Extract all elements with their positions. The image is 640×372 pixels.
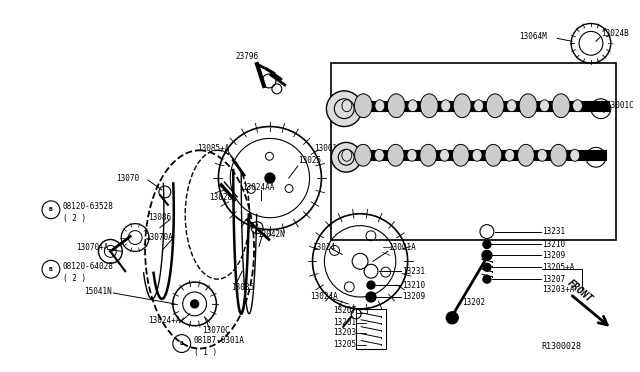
Text: 13231: 13231 [543, 227, 566, 236]
Bar [356, 309, 386, 349]
Text: FRONT: FRONT [565, 278, 594, 304]
Bar [332, 63, 616, 240]
Text: 13024B: 13024B [601, 29, 628, 38]
Circle shape [332, 142, 361, 172]
Ellipse shape [550, 144, 567, 166]
Text: 13203: 13203 [333, 328, 356, 337]
Text: 13064M: 13064M [518, 32, 547, 41]
Ellipse shape [486, 94, 504, 118]
Text: 13020S: 13020S [332, 108, 359, 117]
Circle shape [482, 250, 492, 260]
Text: 13070C: 13070C [202, 326, 230, 335]
Ellipse shape [453, 94, 471, 118]
Text: 081B7-0301A: 081B7-0301A [194, 336, 244, 345]
Circle shape [265, 173, 275, 183]
Ellipse shape [485, 144, 502, 166]
Text: 13202: 13202 [462, 298, 485, 307]
Ellipse shape [507, 100, 516, 112]
Text: 13209: 13209 [543, 251, 566, 260]
Ellipse shape [540, 100, 550, 112]
Ellipse shape [570, 149, 580, 161]
Ellipse shape [441, 100, 451, 112]
Circle shape [366, 292, 376, 302]
Ellipse shape [375, 100, 385, 112]
Text: 13028: 13028 [209, 193, 232, 202]
Text: 08120-64028: 08120-64028 [63, 262, 114, 271]
Text: 13085+A: 13085+A [198, 144, 230, 153]
Text: B: B [180, 341, 184, 346]
Ellipse shape [452, 144, 469, 166]
Text: 13205: 13205 [333, 340, 356, 349]
Text: ( 1 ): ( 1 ) [194, 348, 217, 357]
Text: B: B [49, 207, 53, 212]
Text: 13025: 13025 [298, 156, 321, 165]
Ellipse shape [505, 149, 515, 161]
Circle shape [326, 91, 362, 126]
Text: 13024A: 13024A [310, 292, 339, 301]
Text: 13207: 13207 [543, 275, 566, 283]
Ellipse shape [440, 149, 449, 161]
Ellipse shape [472, 149, 482, 161]
Ellipse shape [420, 94, 438, 118]
Text: 13070: 13070 [116, 174, 140, 183]
Circle shape [446, 312, 458, 324]
Text: 13086: 13086 [148, 213, 171, 222]
Ellipse shape [552, 94, 570, 118]
Ellipse shape [519, 94, 537, 118]
Ellipse shape [342, 149, 352, 161]
Ellipse shape [474, 100, 484, 112]
Text: ( 2 ): ( 2 ) [63, 274, 86, 283]
Text: 13024AA: 13024AA [242, 183, 275, 192]
Text: 13203+A: 13203+A [543, 285, 575, 294]
Text: 15041N: 15041N [84, 286, 111, 295]
Ellipse shape [407, 149, 417, 161]
Text: 13001A: 13001A [388, 243, 415, 252]
Ellipse shape [387, 94, 405, 118]
Text: 13024+A: 13024+A [148, 316, 180, 325]
Ellipse shape [374, 149, 384, 161]
Text: R1300028: R1300028 [541, 342, 581, 351]
Ellipse shape [342, 100, 352, 112]
Text: 23796: 23796 [236, 52, 259, 61]
Text: 13205+A: 13205+A [543, 263, 575, 272]
Text: 13001C: 13001C [606, 101, 634, 110]
Text: 13024: 13024 [312, 243, 335, 252]
Circle shape [367, 281, 375, 289]
Text: 13210: 13210 [402, 280, 425, 289]
Circle shape [483, 241, 491, 248]
Text: 13042N: 13042N [257, 230, 285, 239]
Circle shape [483, 263, 491, 271]
Text: B: B [49, 267, 53, 272]
Text: 13070+A: 13070+A [76, 243, 108, 252]
Ellipse shape [408, 100, 418, 112]
Text: ( 2 ): ( 2 ) [63, 214, 86, 223]
Text: 13085: 13085 [231, 283, 255, 292]
Text: 13207: 13207 [333, 307, 356, 315]
Text: 13201: 13201 [333, 318, 356, 327]
Text: 13001A: 13001A [314, 144, 342, 153]
Ellipse shape [518, 144, 534, 166]
Ellipse shape [538, 149, 547, 161]
Ellipse shape [387, 144, 404, 166]
Text: 13210: 13210 [543, 240, 566, 249]
Ellipse shape [355, 144, 371, 166]
Text: 13070A: 13070A [145, 233, 173, 242]
Ellipse shape [420, 144, 436, 166]
Text: 13231: 13231 [402, 267, 425, 276]
Text: 08120-63528: 08120-63528 [63, 202, 114, 211]
Circle shape [483, 275, 491, 283]
Ellipse shape [355, 94, 372, 118]
Circle shape [191, 300, 198, 308]
Text: 13209: 13209 [402, 292, 425, 301]
Ellipse shape [573, 100, 582, 112]
